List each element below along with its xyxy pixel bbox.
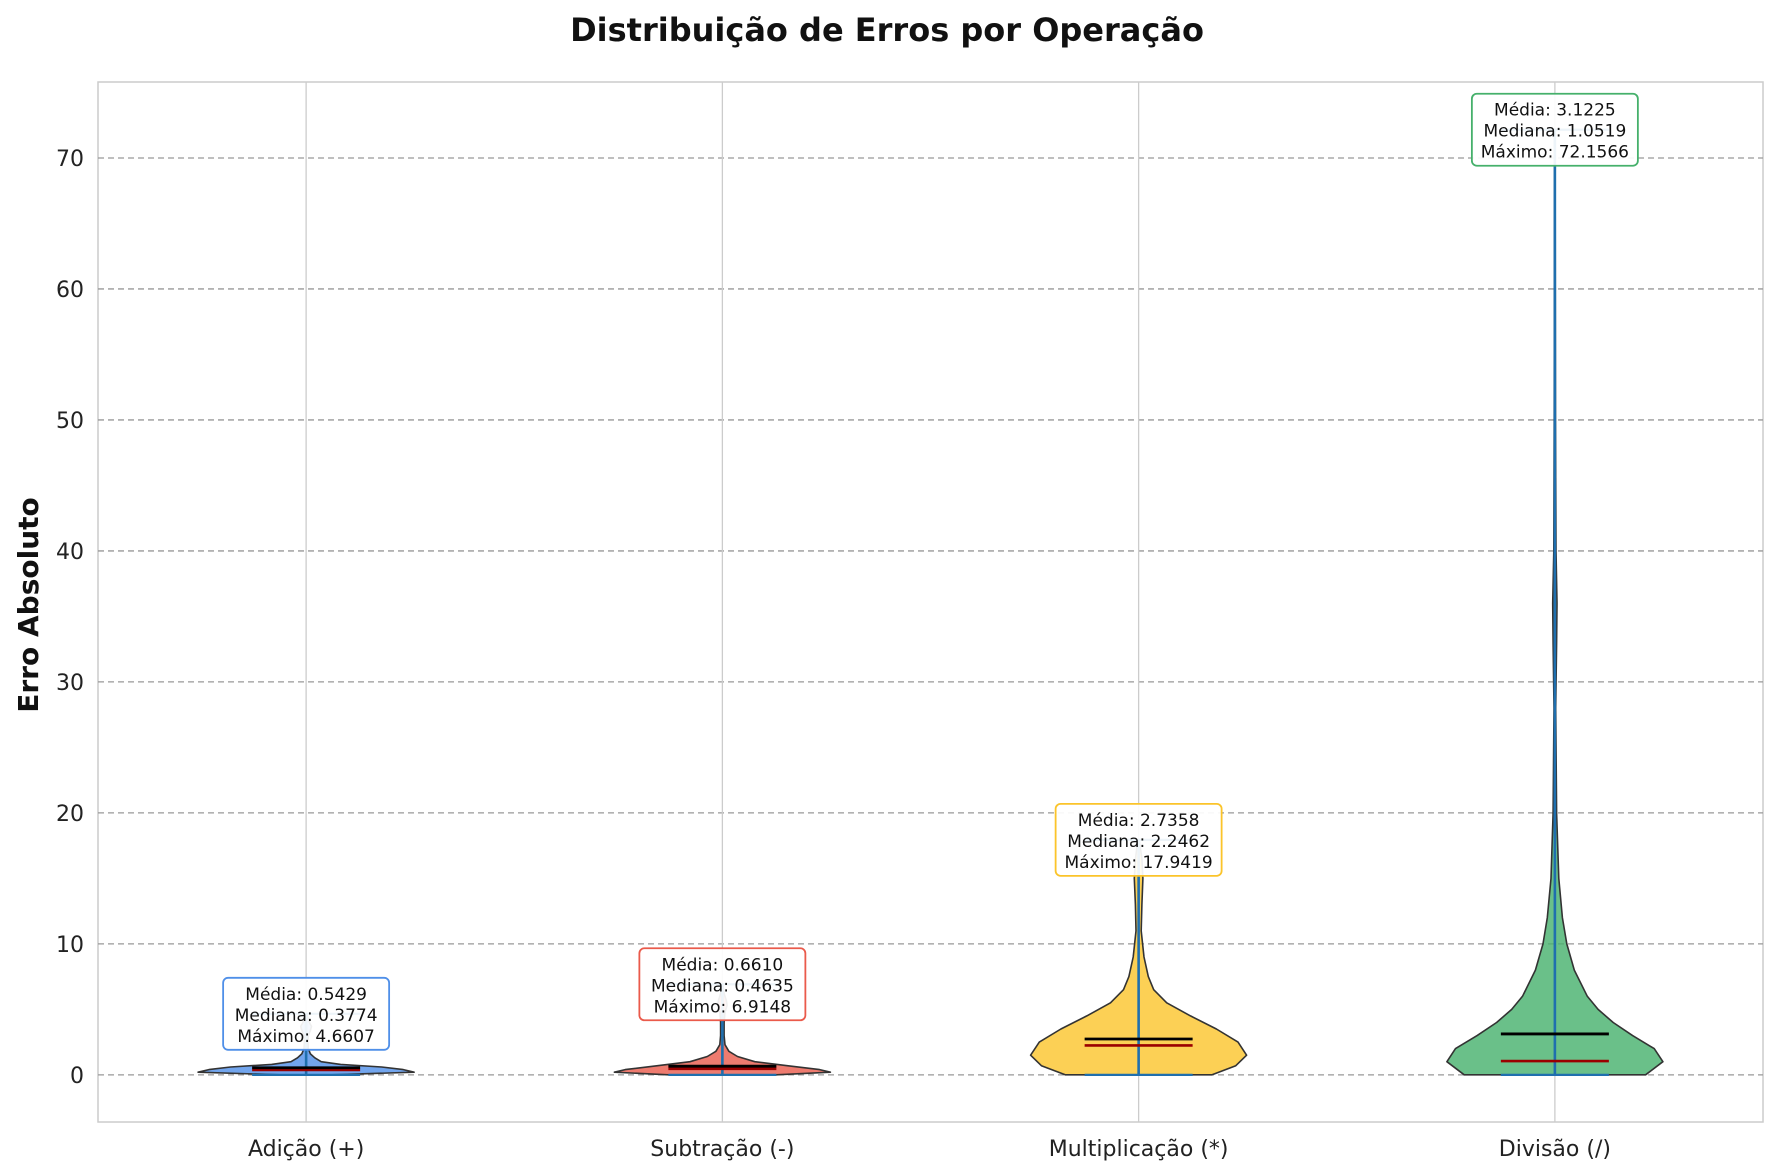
x-ticks: Adição (+) Subtração (-) Multiplicação (*)… xyxy=(248,1137,1611,1162)
annotation-max: Máximo: 72.1566 xyxy=(1481,143,1629,163)
y-tick-label: 30 xyxy=(56,671,84,696)
annotation-max: Máximo: 4.6607 xyxy=(237,1027,374,1047)
y-tick-label: 70 xyxy=(56,147,84,172)
y-axis-label: Erro Absoluto xyxy=(12,497,45,713)
annotation-mean: Média: 3.1225 xyxy=(1494,101,1616,121)
y-tick-label: 50 xyxy=(56,409,84,434)
chart-title: Distribuição de Erros por Operação xyxy=(570,11,1204,49)
annotation-mean: Média: 0.5429 xyxy=(245,985,367,1005)
annotation-median: Mediana: 1.0519 xyxy=(1483,122,1626,142)
y-tick-label: 40 xyxy=(56,540,84,565)
annotation-median: Mediana: 2.2462 xyxy=(1067,832,1210,852)
annotation-box xyxy=(222,976,391,1051)
annotation-median: Mediana: 0.3774 xyxy=(235,1006,378,1026)
x-tick-label: Divisão (/) xyxy=(1499,1137,1611,1162)
y-tick-label: 60 xyxy=(56,278,84,303)
annotation-median: Mediana: 0.4635 xyxy=(651,976,794,996)
annotation-box xyxy=(638,947,807,1022)
y-tick-label: 20 xyxy=(56,802,84,827)
annotation-mean: Média: 0.6610 xyxy=(662,955,784,975)
annotation-box xyxy=(1054,802,1223,877)
x-tick-label: Multiplicação (*) xyxy=(1049,1137,1229,1162)
y-tick-label: 10 xyxy=(56,933,84,958)
y-ticks: 0 10 20 30 40 50 60 70 xyxy=(56,147,84,1089)
plot-area xyxy=(97,81,1764,1123)
annotation-box xyxy=(1470,92,1639,167)
y-tick-label: 0 xyxy=(70,1064,84,1089)
annotation-max: Máximo: 6.9148 xyxy=(654,997,791,1017)
x-tick-label: Adição (+) xyxy=(248,1137,364,1162)
annotation-max: Máximo: 17.9419 xyxy=(1064,853,1212,873)
annotation-mean: Média: 2.7358 xyxy=(1078,811,1200,831)
x-tick-label: Subtração (-) xyxy=(650,1137,794,1162)
